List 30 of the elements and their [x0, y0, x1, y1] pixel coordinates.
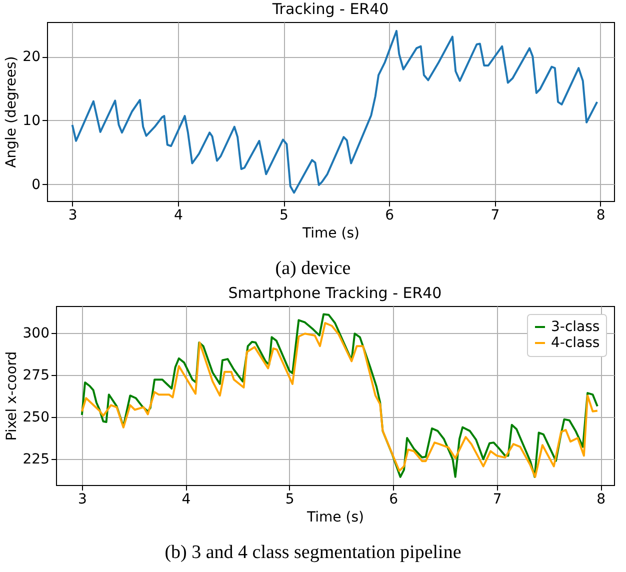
- x-tick-label: 3: [78, 492, 87, 508]
- x-tick-label: 4: [182, 492, 191, 508]
- x-tick-label: 4: [174, 208, 183, 224]
- legend-label: 4-class: [551, 335, 600, 351]
- chart-title: Tracking - ER40: [271, 0, 389, 18]
- line-series: [71, 30, 598, 194]
- text: (b) 3 and 4 class segmentation pipeline: [164, 542, 462, 564]
- x-tick-label: 5: [280, 208, 288, 224]
- y-tick-label: 300: [22, 325, 50, 342]
- x-axis-title: Time (s): [306, 510, 364, 526]
- x-tick-label: 8: [596, 492, 606, 508]
- text: (a) device: [274, 258, 352, 280]
- x-tick-label: 5: [285, 492, 294, 508]
- x-tick-label: 7: [490, 208, 500, 224]
- x-tick-label: 8: [596, 208, 606, 224]
- legend-label: 3-class: [551, 319, 600, 335]
- x-tick-label: 6: [389, 492, 398, 508]
- y-tick-label: 20: [22, 49, 40, 66]
- y-axis-title: Angle (degrees): [4, 56, 20, 168]
- x-tick-label: 3: [68, 208, 78, 224]
- y-tick-label: 0: [32, 176, 40, 193]
- x-tick-label: 6: [385, 208, 394, 224]
- y-axis-title: Pixel x-coord: [4, 351, 20, 441]
- y-tick-label: 275: [22, 368, 50, 384]
- y-tick-label: 225: [22, 452, 50, 468]
- x-tick-label: 7: [492, 492, 502, 508]
- y-tick-label: 250: [22, 410, 50, 426]
- y-tick-label: 10: [22, 112, 40, 129]
- x-axis-title: Time (s): [302, 226, 360, 242]
- chart-title: Smartphone Tracking - ER40: [228, 284, 442, 302]
